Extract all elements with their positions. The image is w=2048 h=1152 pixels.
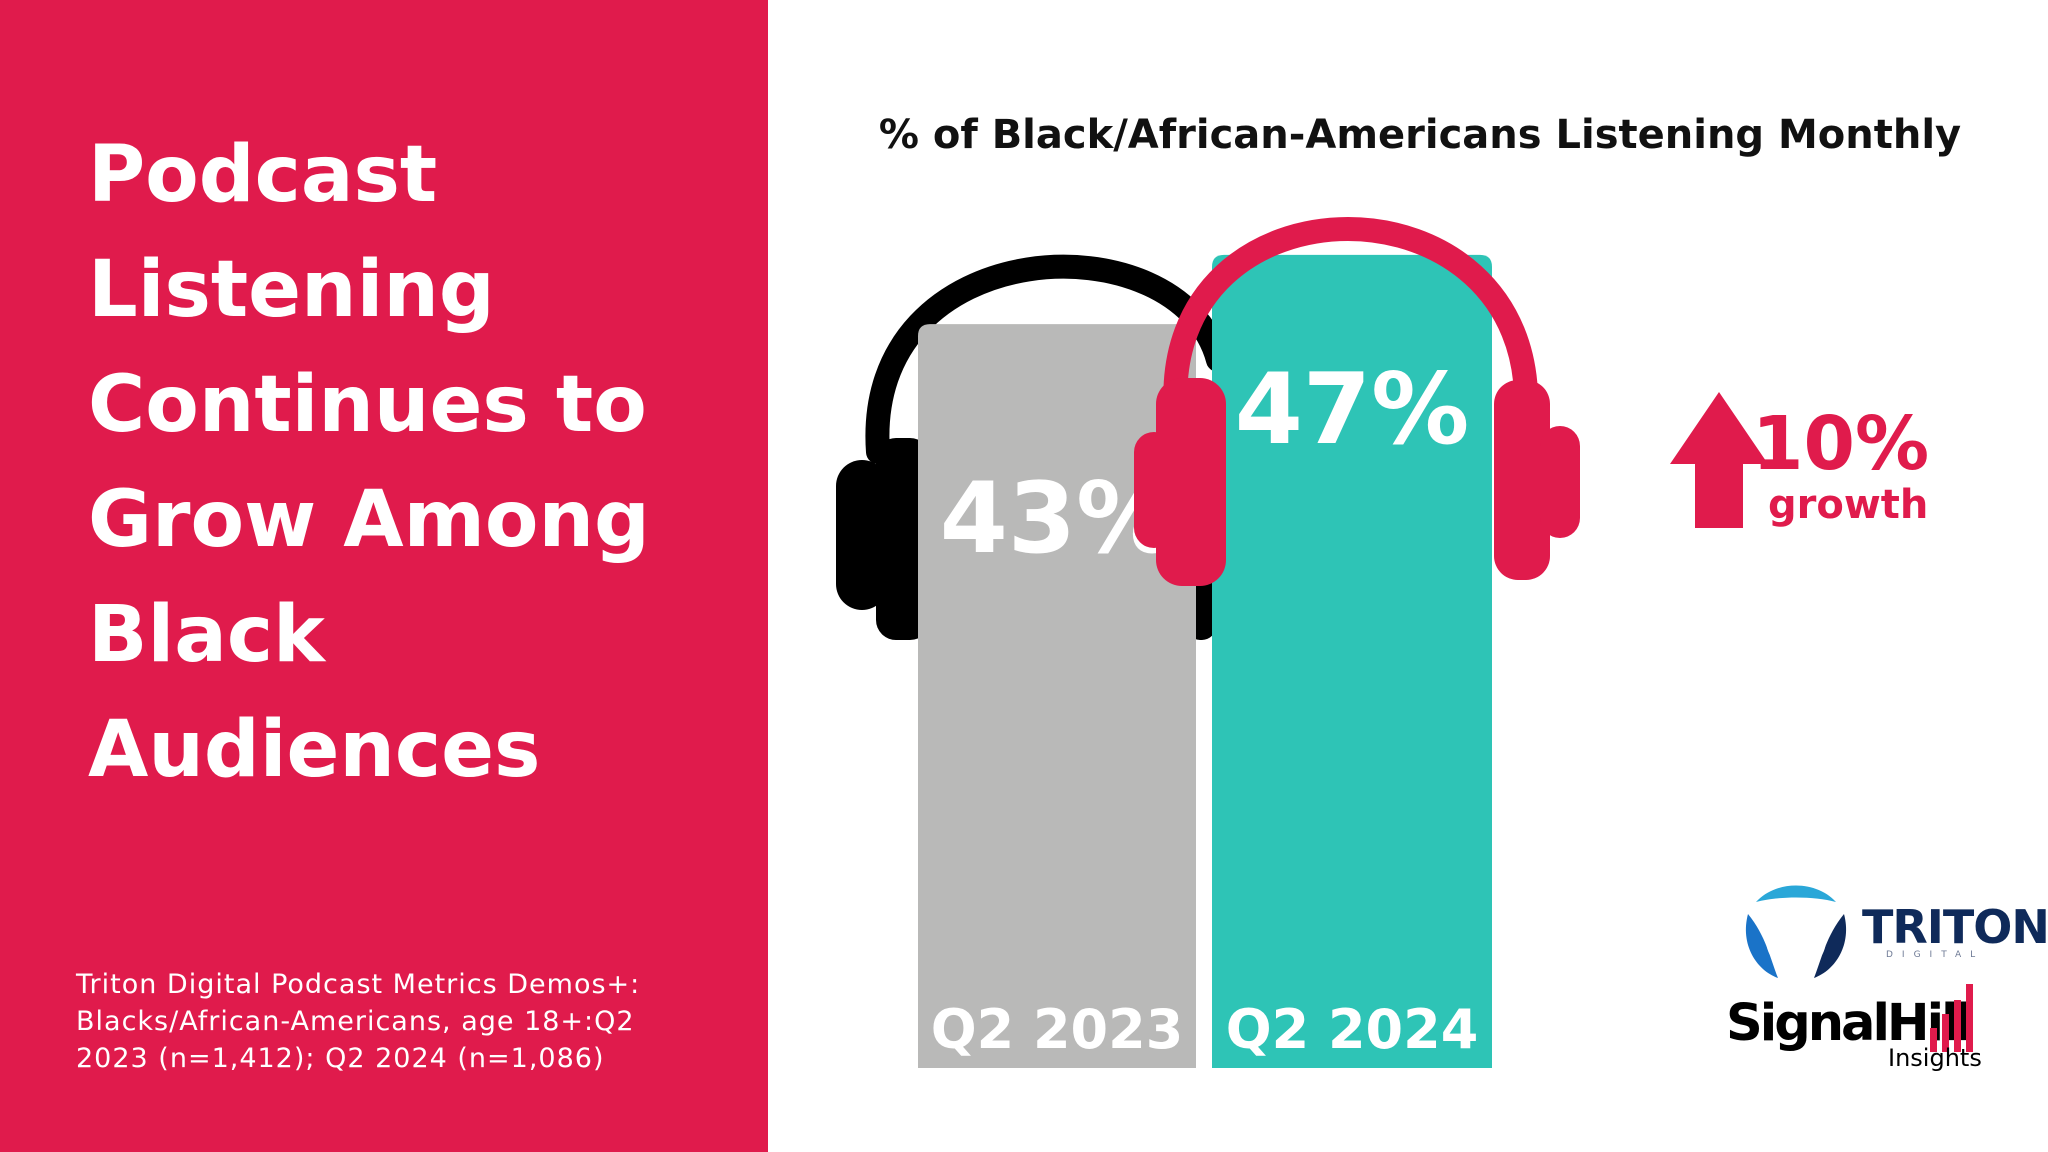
- chart-title: % of Black/African-Americans Listening M…: [878, 112, 1962, 158]
- triton-wordmark: TRITON: [1862, 900, 2048, 954]
- triton-mark-icon: [1745, 885, 1847, 978]
- left-panel: Podcast Listening Continues to Grow Amon…: [0, 0, 768, 1152]
- source-note: Triton Digital Podcast Metrics Demos+: B…: [76, 969, 641, 1074]
- bar-value-label: 47%: [1235, 353, 1470, 467]
- signal-bars-icon: [1930, 984, 1973, 1052]
- headphones-2024-icon: [1134, 217, 1580, 586]
- growth-label: growth: [1768, 482, 1929, 528]
- signalhill-subtext: Insights: [1888, 1044, 1982, 1072]
- growth-value: 10%: [1752, 401, 1930, 487]
- category-label: Q2 2023: [931, 998, 1184, 1061]
- up-arrow-icon: [1670, 392, 1768, 528]
- bar-q2-2024: [1212, 254, 1492, 1068]
- bar-q2-2023: [918, 324, 1196, 1069]
- triton-subtext: DIGITAL: [1886, 950, 1985, 960]
- category-label: Q2 2024: [1226, 998, 1479, 1061]
- headline: Podcast Listening Continues to Grow Amon…: [88, 130, 650, 795]
